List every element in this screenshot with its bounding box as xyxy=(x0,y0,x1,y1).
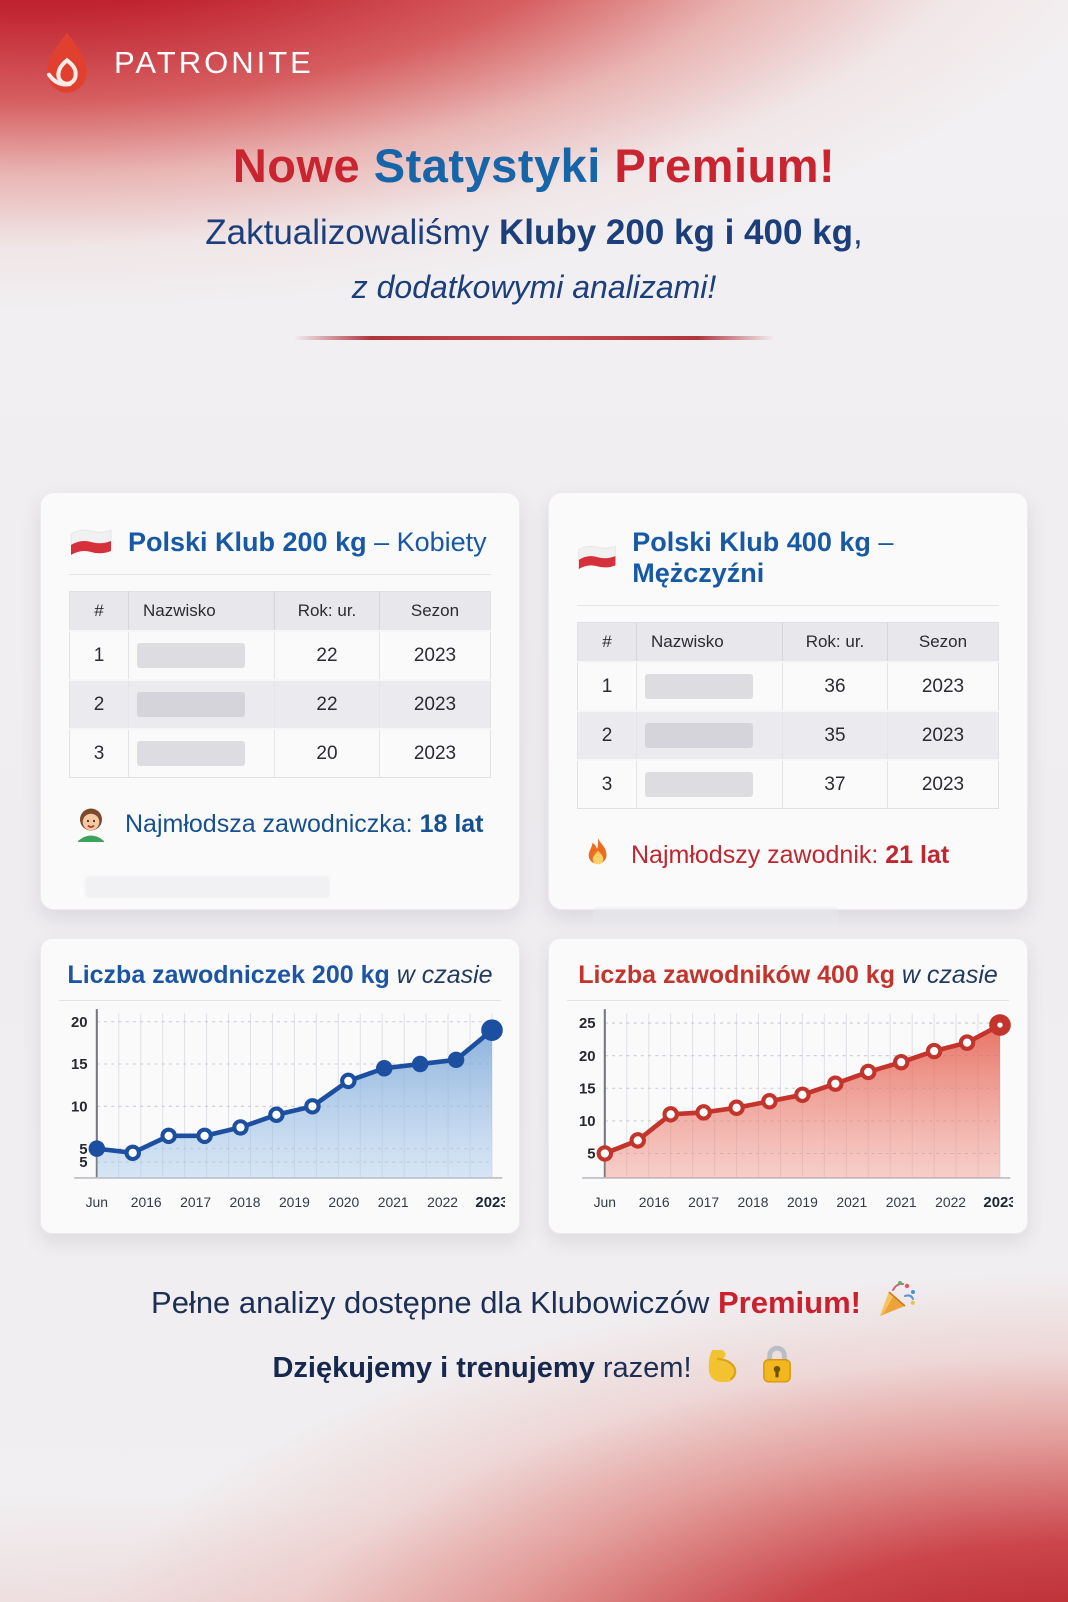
page-title: Nowe Statystyki Premium! xyxy=(0,138,1068,193)
chart-title: Liczba zawodniczek 200 kg w czasie xyxy=(67,961,493,989)
youngest-value: 21 lat xyxy=(885,840,950,869)
table-row: 1 22 2023 xyxy=(69,630,491,680)
svg-text:2019: 2019 xyxy=(279,1194,310,1210)
redacted-name-bar xyxy=(645,723,754,748)
divider xyxy=(567,1000,1009,1001)
divider-swoosh xyxy=(294,336,774,340)
svg-text:20: 20 xyxy=(579,1048,596,1065)
fire-icon xyxy=(588,838,607,865)
table-row: 3 37 2023 xyxy=(577,759,999,809)
svg-text:2017: 2017 xyxy=(180,1194,211,1210)
hero-section: Nowe Statystyki Premium! Zaktualizowaliś… xyxy=(0,138,1068,340)
svg-text:20: 20 xyxy=(71,1014,88,1031)
svg-text:2021: 2021 xyxy=(886,1194,917,1210)
table-header-row: # Nazwisko Rok: ur. Sezon xyxy=(577,622,999,662)
svg-text:2017: 2017 xyxy=(688,1194,719,1210)
redacted-name-bar xyxy=(137,741,246,766)
party-popper-icon xyxy=(879,1281,916,1316)
svg-text:2023: 2023 xyxy=(983,1194,1013,1211)
flexed-biceps-icon xyxy=(708,1350,736,1383)
brand-name: PATRONITE xyxy=(114,45,314,80)
table-row: 1 36 2023 xyxy=(577,661,999,711)
table-row: 3 20 2023 xyxy=(69,728,491,778)
svg-text:2018: 2018 xyxy=(738,1194,769,1210)
stat-cards-row: Polski Klub 200 kg – Kobiety # Nazwisko … xyxy=(40,492,1028,929)
svg-text:2022: 2022 xyxy=(935,1194,966,1210)
svg-text:Jun: Jun xyxy=(86,1194,108,1210)
title-part-statystyki: Statystyki xyxy=(373,139,615,192)
footer-line2: Dziękujemy i trenujemy razem! xyxy=(0,1344,1068,1386)
youngest-athlete-highlight: Najmłodszy zawodnik: 21 lat xyxy=(577,837,999,873)
footer-line1: Pełne analizy dostępne dla Klubowiczów P… xyxy=(0,1278,1068,1322)
patronite-logo-icon xyxy=(46,32,87,93)
chart-title: Liczba zawodników 400 kg w czasie xyxy=(578,961,998,989)
svg-text:2018: 2018 xyxy=(230,1194,261,1210)
poland-flag-icon xyxy=(578,545,616,569)
svg-text:10: 10 xyxy=(71,1098,88,1115)
card-header: Polski Klub 200 kg – Kobiety xyxy=(69,527,491,558)
card-title: Polski Klub 200 kg – Kobiety xyxy=(128,527,487,557)
redacted-name-bar xyxy=(645,772,754,797)
subtitle-line2: z dodatkowymi analizami! xyxy=(351,269,717,305)
redacted-name-bar xyxy=(137,643,246,668)
chart-card-200-women: Liczba zawodniczek 200 kg w czasie 20 15 1… xyxy=(40,938,520,1234)
youngest-athlete-highlight: Najmłodsza zawodniczka: 18 lat xyxy=(69,806,491,842)
divider xyxy=(577,605,999,606)
svg-text:2019: 2019 xyxy=(787,1194,818,1210)
chart-cards-row: Liczba zawodniczek 200 kg w czasie 20 15 1… xyxy=(40,938,1028,1234)
card-header: Polski Klub 400 kg – Mężczyźni xyxy=(577,527,999,589)
redacted-name-bar xyxy=(645,674,754,699)
svg-text:25: 25 xyxy=(579,1015,596,1032)
redacted-name-bar xyxy=(137,692,246,717)
svg-text:5: 5 xyxy=(587,1146,595,1163)
svg-text:Jun: Jun xyxy=(594,1194,616,1210)
table-header-row: # Nazwisko Rok: ur. Sezon xyxy=(69,591,491,631)
subtitle-line1: Zaktualizowaliśmy Kluby 200 kg i 400 kg, xyxy=(205,213,863,252)
faded-placeholder-bar xyxy=(593,907,838,929)
card-title: Polski Klub 400 kg – Mężczyźni xyxy=(632,527,894,588)
title-part-premium: Premium! xyxy=(614,139,836,192)
svg-text:2020: 2020 xyxy=(328,1194,359,1210)
faded-placeholder-bar xyxy=(85,876,330,898)
table-row: 2 22 2023 xyxy=(69,679,491,729)
svg-text:2022: 2022 xyxy=(427,1194,458,1210)
club-table-400-men: # Nazwisko Rok: ur. Sezon 1 36 2023 2 xyxy=(577,622,999,809)
club-table-200-women: # Nazwisko Rok: ur. Sezon 1 22 2023 2 xyxy=(69,591,491,778)
svg-text:2023: 2023 xyxy=(475,1194,505,1211)
poland-flag-icon xyxy=(70,529,112,555)
svg-text:5: 5 xyxy=(79,1154,87,1171)
svg-text:10: 10 xyxy=(579,1113,596,1130)
table-row: 2 35 2023 xyxy=(577,710,999,760)
divider xyxy=(69,574,491,575)
svg-text:2016: 2016 xyxy=(131,1194,162,1210)
chart-card-400-men: Liczba zawodników 400 kg w czasie 25 20 15… xyxy=(548,938,1028,1234)
svg-text:2021: 2021 xyxy=(378,1194,409,1210)
premium-accent: Premium! xyxy=(717,1285,861,1320)
woman-icon xyxy=(78,808,104,842)
card-club-400-men: Polski Klub 400 kg – Mężczyźni # Nazwisk… xyxy=(548,492,1028,929)
divider xyxy=(59,1000,501,1001)
line-chart-400-men: 25 20 15 10 5 Jun 2016 2017 2018 2019 2021 2021 2022… xyxy=(579,1009,1013,1211)
brand-header: PATRONITE xyxy=(40,30,314,96)
title-part-nowe: Nowe xyxy=(232,139,374,192)
youngest-value: 18 lat xyxy=(419,809,484,838)
svg-text:2021: 2021 xyxy=(836,1194,867,1210)
lock-icon xyxy=(762,1345,791,1383)
svg-text:15: 15 xyxy=(579,1080,596,1097)
card-club-200-women: Polski Klub 200 kg – Kobiety # Nazwisko … xyxy=(40,492,520,910)
svg-text:2016: 2016 xyxy=(639,1194,670,1210)
svg-text:15: 15 xyxy=(71,1056,88,1073)
